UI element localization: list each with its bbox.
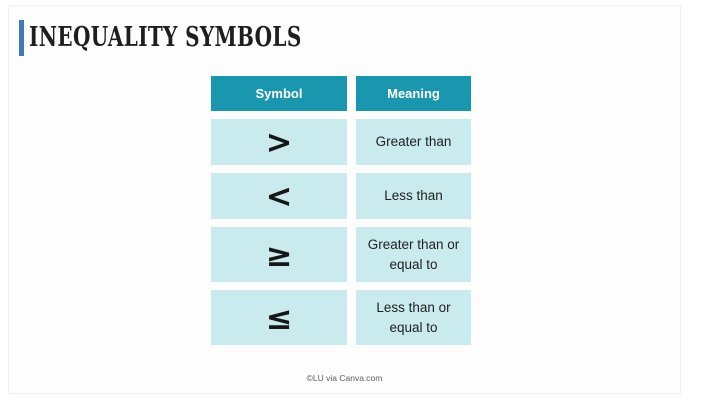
table-row-3-symbol-cell: ≥ — [211, 227, 347, 282]
table-row-4-symbol-cell: ≤ — [211, 290, 347, 345]
table-row-1-symbol-cell: > — [211, 119, 347, 165]
page-title: INEQUALITY SYMBOLS — [29, 22, 302, 53]
column-header-meaning: Meaning — [356, 76, 471, 111]
column-header-symbol: Symbol — [211, 76, 347, 111]
inequality-symbols-table: Symbol Meaning > Greater than < Less tha… — [211, 76, 471, 345]
attribution-footer: ©LU via Canva.com — [306, 373, 383, 383]
table-row-2-meaning-cell: Less than — [356, 173, 471, 219]
title-block: INEQUALITY SYMBOLS — [19, 20, 397, 56]
table-row-2-symbol-cell: < — [211, 173, 347, 219]
title-accent-bar — [19, 20, 24, 56]
table-row-3-meaning-cell: Greater than or equal to — [356, 227, 471, 282]
table-row-4-meaning-cell: Less than or equal to — [356, 290, 471, 345]
table-row-1-meaning-cell: Greater than — [356, 119, 471, 165]
slide: INEQUALITY SYMBOLS Symbol Meaning > Grea… — [8, 5, 681, 394]
